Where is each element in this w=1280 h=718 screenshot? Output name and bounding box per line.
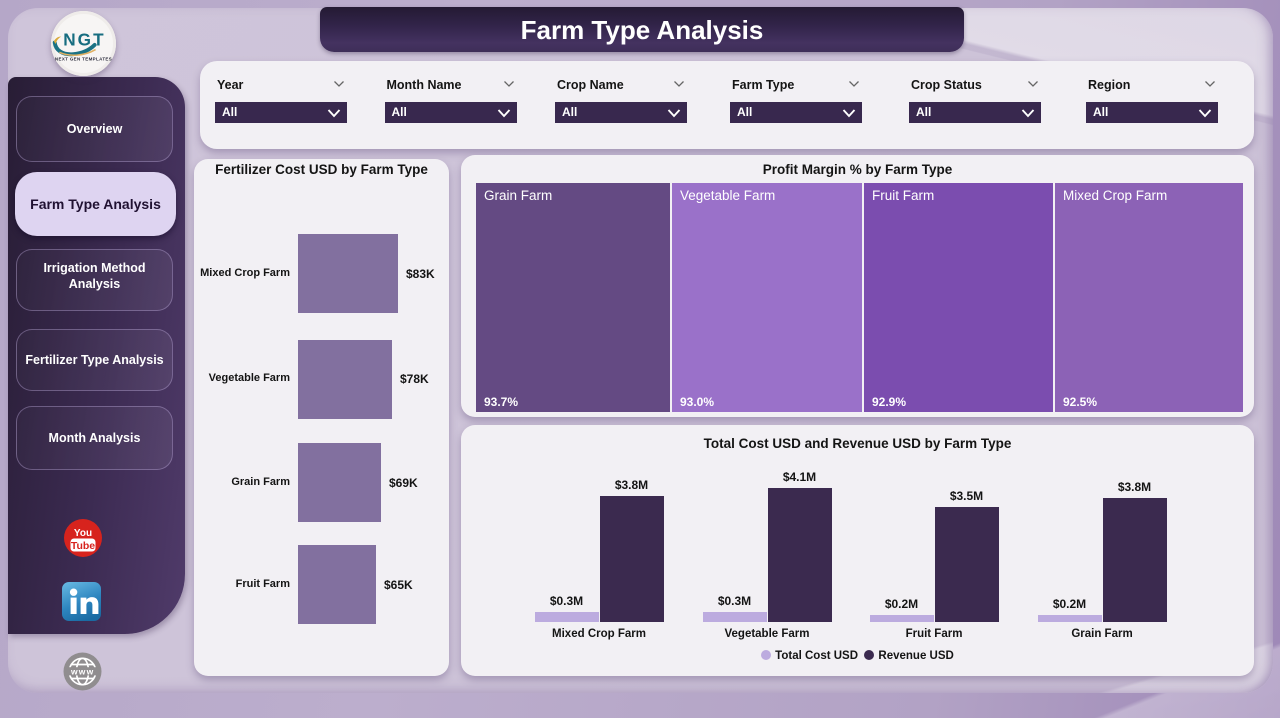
svg-text:Tube: Tube [71,540,95,552]
svg-text:You: You [74,528,92,539]
svg-text:NEXT GEN TEMPLATES: NEXT GEN TEMPLATES [55,57,112,62]
svg-text:NGT: NGT [63,29,105,49]
svg-text:www: www [70,667,94,677]
